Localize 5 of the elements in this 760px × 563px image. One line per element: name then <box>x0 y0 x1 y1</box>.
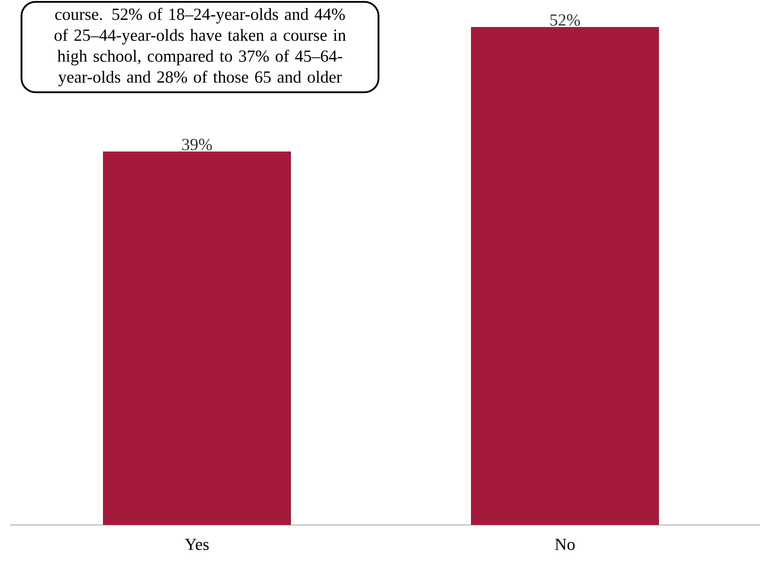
data-label: 39% <box>182 138 212 150</box>
annotation: course. 52% of 18–24-year-olds and 44% of 25–44-year-olds have taken a course in high school, compared to 37% of 45–64-year-olds and 28% of those 65 and older <box>54 8 346 86</box>
x-tick-label: Yes <box>184 538 209 550</box>
x-tick-label: No <box>555 538 575 550</box>
data-label: 52% <box>550 14 580 26</box>
